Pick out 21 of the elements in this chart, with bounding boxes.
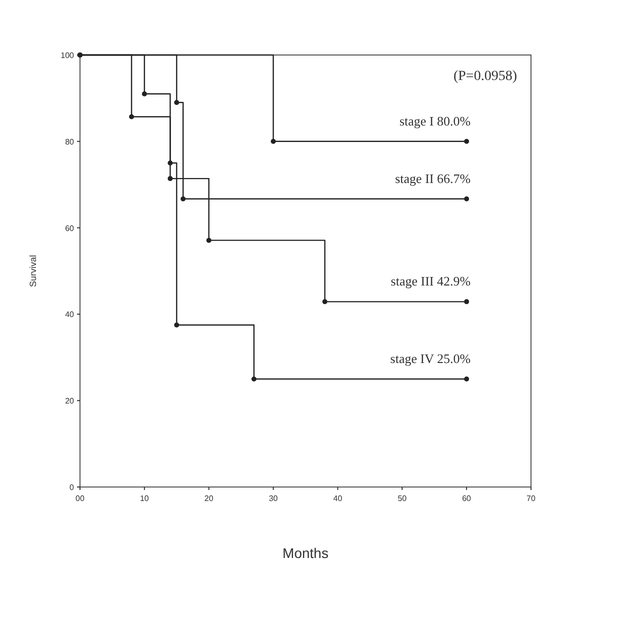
- y-tick-label: 80: [65, 137, 75, 146]
- x-tick-label: 50: [398, 494, 408, 503]
- x-tick-label: 60: [462, 494, 472, 503]
- y-tick-label: 20: [65, 396, 75, 406]
- series-label: stage III 42.9%: [390, 274, 471, 289]
- series-label: stage II 66.7%: [395, 170, 471, 186]
- y-tick-label: 100: [60, 51, 75, 60]
- x-tick-label: 10: [140, 494, 150, 503]
- y-tick-label: 40: [65, 310, 75, 320]
- series-label: stage IV 25.0%: [390, 351, 471, 366]
- series-label: stage I 80.0%: [399, 113, 471, 128]
- x-tick-label: 40: [333, 494, 343, 503]
- x-axis-title: Months: [282, 545, 328, 561]
- x-tick-label: 70: [526, 494, 536, 503]
- y-axis-title: Survival: [28, 254, 38, 288]
- annotation: (P=0.0958): [453, 69, 518, 84]
- x-tick-label: 30: [268, 494, 278, 503]
- x-tick-label: 20: [204, 494, 214, 503]
- y-tick-label: 0: [70, 483, 75, 492]
- y-tick-label: 60: [65, 224, 75, 233]
- x-tick-label: 00: [76, 494, 85, 503]
